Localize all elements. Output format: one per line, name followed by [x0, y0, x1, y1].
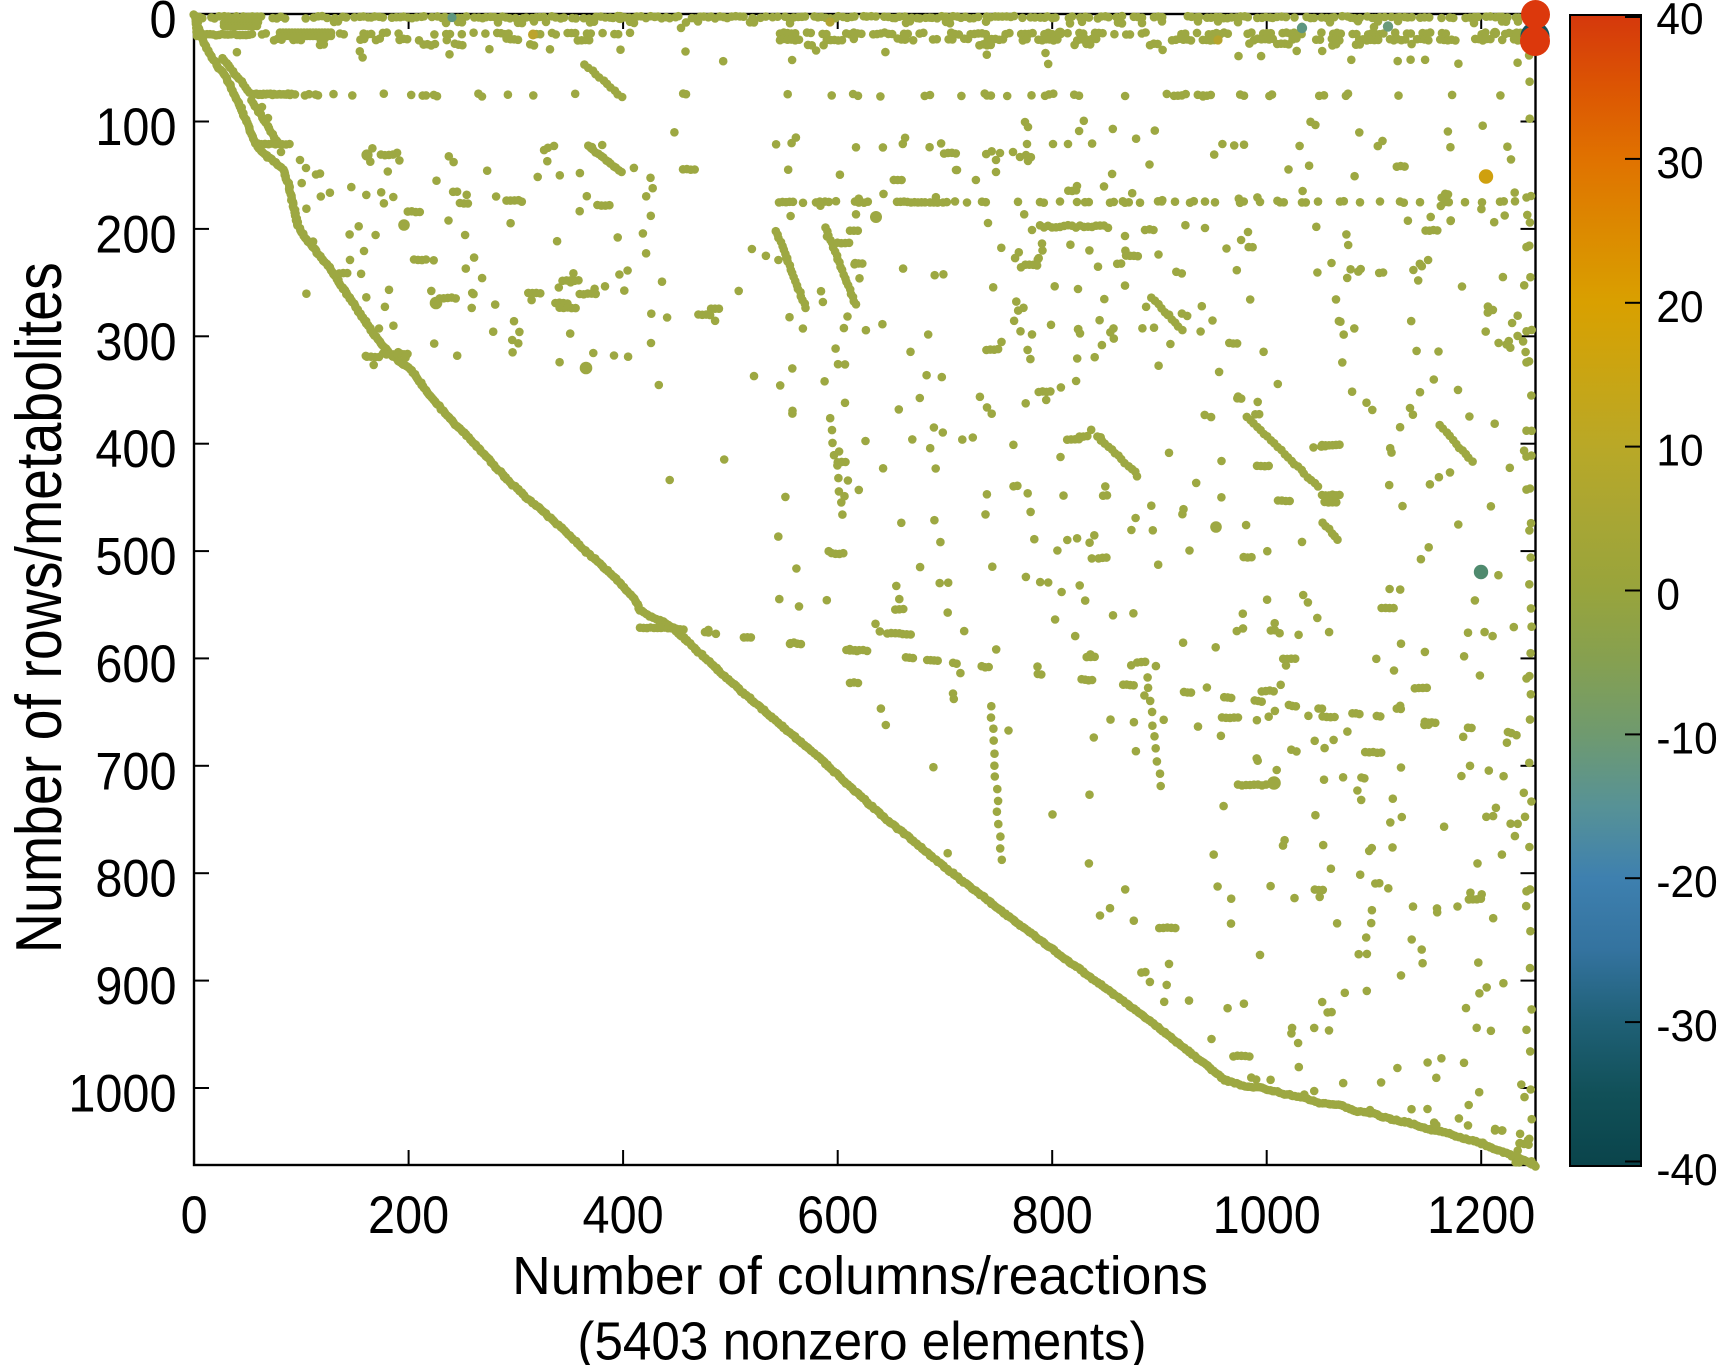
svg-text:1000: 1000 — [68, 1063, 176, 1123]
svg-text:-30: -30 — [1656, 1002, 1717, 1051]
svg-text:400: 400 — [583, 1185, 664, 1245]
svg-text:600: 600 — [797, 1185, 878, 1245]
svg-text:40: 40 — [1656, 0, 1703, 44]
svg-text:1200: 1200 — [1427, 1185, 1535, 1245]
svg-text:10: 10 — [1656, 427, 1703, 476]
svg-text:-10: -10 — [1656, 715, 1717, 764]
svg-text:600: 600 — [95, 634, 176, 694]
svg-text:400: 400 — [95, 419, 176, 479]
svg-text:100: 100 — [95, 97, 176, 157]
svg-text:800: 800 — [95, 849, 176, 909]
svg-text:0: 0 — [181, 1185, 208, 1245]
svg-text:1000: 1000 — [1213, 1185, 1321, 1245]
svg-text:Number of rows/metabolites: Number of rows/metabolites — [2, 262, 75, 953]
svg-text:200: 200 — [95, 204, 176, 264]
svg-text:300: 300 — [95, 312, 176, 372]
svg-text:20: 20 — [1656, 283, 1703, 332]
svg-text:800: 800 — [1012, 1185, 1093, 1245]
svg-text:(5403 nonzero elements): (5403 nonzero elements) — [577, 1313, 1146, 1365]
svg-text:-40: -40 — [1656, 1146, 1717, 1195]
svg-text:0: 0 — [149, 0, 176, 49]
svg-text:900: 900 — [95, 956, 176, 1016]
svg-text:-20: -20 — [1656, 858, 1717, 907]
svg-text:30: 30 — [1656, 139, 1703, 188]
svg-text:500: 500 — [95, 527, 176, 587]
svg-text:200: 200 — [368, 1185, 449, 1245]
svg-text:Number of columns/reactions: Number of columns/reactions — [512, 1247, 1208, 1306]
svg-text:700: 700 — [95, 741, 176, 801]
svg-text:0: 0 — [1656, 571, 1680, 620]
